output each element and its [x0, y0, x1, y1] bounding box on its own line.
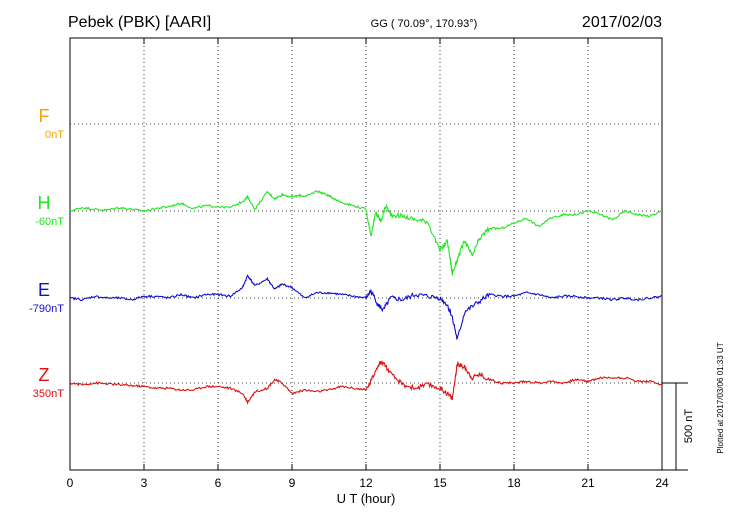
series-line-h: [69, 190, 663, 276]
series-name-e: E: [38, 280, 50, 300]
x-tick-label: 9: [289, 476, 296, 490]
series-name-f: F: [39, 106, 50, 126]
series-baseline-h: -60nT: [35, 216, 64, 228]
x-tick-label: 18: [507, 476, 521, 490]
station-title: Pebek (PBK) [AARI]: [68, 14, 211, 31]
station-coords: GG ( 70.09°, 170.93°): [371, 18, 478, 30]
series-name-z: Z: [39, 365, 50, 385]
series-baseline-z: 350nT: [33, 388, 64, 400]
series-baseline-e: -790nT: [29, 303, 64, 315]
series-name-h: H: [38, 193, 51, 213]
scale-bar-label: 500 nT: [683, 409, 695, 444]
plot-date: 2017/02/03: [582, 14, 662, 31]
x-tick-label: 12: [359, 476, 373, 490]
series-lines: [69, 190, 663, 406]
series-line-z: [69, 360, 663, 406]
x-axis-label: U T (hour): [337, 491, 396, 506]
grid: [143, 38, 589, 470]
x-tick-label: 24: [655, 476, 669, 490]
series-labels: F 0nT H -60nT E -790nT Z 350nT: [29, 106, 64, 400]
series-line-e: [69, 274, 663, 341]
x-axis-ticks: 0 3 6 9 12 15 18 21 24: [67, 38, 669, 490]
x-tick-label: 6: [215, 476, 222, 490]
plotted-timestamp: Plotted at 2017/03/06 01:33 UT: [716, 342, 725, 453]
series-baseline-f: 0nT: [45, 129, 64, 141]
x-tick-label: 3: [141, 476, 148, 490]
x-tick-label: 0: [67, 476, 74, 490]
scale-bar: 500 nT: [662, 382, 695, 471]
x-tick-label: 21: [581, 476, 595, 490]
x-tick-label: 15: [433, 476, 447, 490]
